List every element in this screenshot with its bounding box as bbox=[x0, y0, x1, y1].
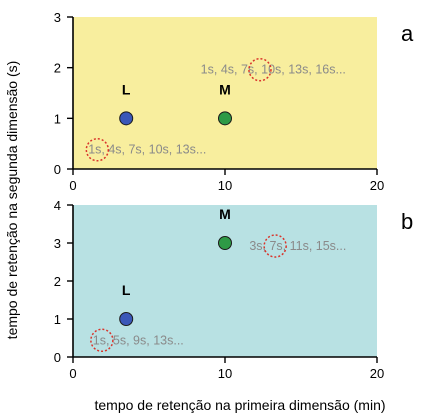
y-tick-label: 2 bbox=[54, 61, 61, 76]
highlight-circle bbox=[263, 234, 287, 258]
panel-b: 0 1 2 3 4 0 10 20 b 1s, 5s, 9s, 13s... 3s, 7s, 11s… bbox=[54, 198, 413, 381]
y-tick-label: 0 bbox=[54, 350, 61, 365]
x-tick-label: 10 bbox=[218, 178, 232, 193]
y-tick-label: 1 bbox=[54, 312, 61, 327]
y-axis-label: tempo de retenção na segunda dimensão (s… bbox=[4, 61, 20, 340]
y-tick-label: 3 bbox=[54, 236, 61, 251]
x-tick-label: 0 bbox=[69, 366, 76, 381]
x-tick-label: 0 bbox=[69, 178, 76, 193]
x-tick-label: 20 bbox=[370, 366, 384, 381]
peak-time-annotation: 1s, 4s, 7s, 10s, 13s, 16s... bbox=[201, 63, 346, 77]
point-label-l: L bbox=[122, 282, 131, 298]
data-point-l bbox=[119, 111, 134, 126]
point-label-l: L bbox=[122, 81, 131, 97]
y-tick-label: 4 bbox=[54, 198, 61, 213]
data-point-m bbox=[218, 111, 232, 126]
peak-time-annotation: 3s, 7s, 11s, 15s... bbox=[249, 239, 346, 253]
peak-time-annotation: 1s, 4s, 7s, 10s, 13s... bbox=[88, 143, 206, 157]
plot-background bbox=[73, 17, 377, 169]
point-label-m: M bbox=[219, 81, 231, 97]
x-tick-label: 10 bbox=[218, 366, 232, 381]
panel-letter: b bbox=[401, 209, 413, 234]
x-tick-label: 20 bbox=[370, 178, 384, 193]
plot-background bbox=[73, 205, 377, 357]
y-tick-label: 1 bbox=[54, 111, 61, 126]
peak-time-annotation: 1s, 5s, 9s, 13s... bbox=[93, 333, 184, 347]
highlight-circle bbox=[248, 57, 272, 82]
highlight-circle bbox=[90, 328, 114, 353]
panel-letter: a bbox=[401, 21, 414, 46]
y-tick-label: 3 bbox=[54, 10, 61, 25]
y-tick-label: 2 bbox=[54, 274, 61, 289]
data-point-m bbox=[218, 236, 232, 250]
point-label-m: M bbox=[219, 206, 231, 222]
y-tick-label: 0 bbox=[54, 162, 61, 177]
x-axis-label: tempo de retenção na primeira dimensão (… bbox=[94, 397, 385, 413]
data-point-l bbox=[119, 312, 134, 326]
panel-a: 0 1 2 3 0 10 20 a 1s, 4s, 7s, 10s, 13s... 1s, 4s,… bbox=[54, 10, 414, 193]
highlight-circle bbox=[85, 137, 110, 162]
